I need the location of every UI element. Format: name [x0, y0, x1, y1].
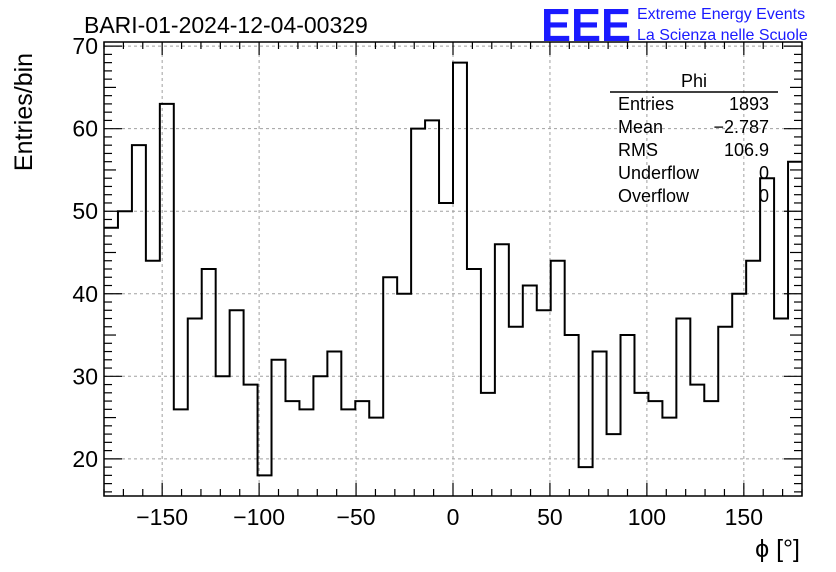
histogram-bin [132, 145, 146, 496]
y-tick-label: 60 [72, 116, 98, 142]
histogram-bin [355, 401, 369, 496]
axis-ticks [103, 42, 803, 496]
stats-row-value: 0 [759, 186, 769, 206]
histogram-bin [537, 310, 551, 496]
histogram-bin [634, 393, 648, 496]
histogram-bin [607, 434, 621, 496]
stats-row-label: Entries [618, 94, 674, 114]
histogram-bin [481, 393, 495, 496]
histogram-bin [104, 228, 118, 496]
stats-row-label: Mean [618, 117, 663, 137]
y-tick-label: 30 [72, 363, 98, 389]
y-axis-label: Entries/bin [10, 53, 38, 171]
histogram-bin [593, 352, 607, 496]
histogram-bin [369, 418, 383, 496]
histogram-bin [467, 269, 481, 496]
histogram-bin [621, 335, 635, 496]
stats-row-value: −2.787 [713, 117, 769, 137]
histogram-bin [551, 261, 565, 496]
histogram-bin [397, 294, 411, 496]
histogram-bin [662, 418, 676, 496]
histogram-bin [313, 376, 327, 496]
logo-line-1: Extreme Energy Events [637, 6, 805, 23]
histogram-bin [690, 385, 704, 496]
histogram-bin [788, 162, 802, 496]
stats-box-rows: Entries 1893 Mean −2.787 RMS 106.9 Underflow 0 O… [618, 94, 769, 206]
histogram-bin [285, 401, 299, 496]
x-tick-label: −150 [136, 504, 188, 530]
x-tick-label: 150 [725, 504, 763, 530]
x-tick-label: −100 [233, 504, 285, 530]
stats-row-label: RMS [618, 140, 658, 160]
logo-line-2: La Scienza nelle Scuole [637, 27, 808, 44]
histogram-bin [230, 310, 244, 496]
histogram-bin [732, 294, 746, 496]
y-tick-label: 70 [72, 33, 98, 59]
histogram-bin [146, 261, 160, 496]
histogram-bins [104, 63, 802, 496]
y-tick-label: 20 [72, 446, 98, 472]
histogram-bin [565, 335, 579, 496]
x-tick-label: 50 [537, 504, 563, 530]
histogram-bin [216, 376, 230, 496]
histogram-bin [579, 467, 593, 496]
stats-row-value: 106.9 [724, 140, 769, 160]
histogram-bin [746, 261, 760, 496]
histogram-bin [327, 352, 341, 496]
stats-row-value: 0 [759, 163, 769, 183]
histogram-bin [383, 277, 397, 496]
logo: EEE Extreme Energy Events La Scienza nel… [541, 0, 808, 51]
histogram-bin [411, 129, 425, 496]
x-tick-label: 0 [447, 504, 460, 530]
x-tick-label: 100 [628, 504, 666, 530]
stats-box-title: Phi [681, 71, 707, 91]
histogram-bin [299, 409, 313, 496]
histogram-bin [523, 286, 537, 496]
histogram-bin [704, 401, 718, 496]
x-tick-labels: −150 −100 −50 0 50 100 150 [136, 504, 763, 530]
histogram-bin [760, 178, 774, 496]
histogram-bin [718, 327, 732, 496]
histogram-bin [118, 211, 132, 496]
histogram-bin [425, 120, 439, 496]
histogram-bin [453, 63, 467, 496]
stats-box: Phi Entries 1893 Mean −2.787 RMS 106.9 Underfl… [610, 71, 778, 206]
chart-title: BARI-01-2024-12-04-00329 [84, 12, 368, 38]
histogram-bin [244, 385, 258, 496]
stats-row-value: 1893 [729, 94, 769, 114]
x-axis-label: ϕ [°] [755, 535, 800, 563]
histogram-bin [648, 401, 662, 496]
histogram-bin [509, 327, 523, 496]
logo-mark: EEE [541, 0, 631, 51]
histogram-bin [202, 269, 216, 496]
y-tick-labels: 20 30 40 50 60 70 [72, 33, 98, 472]
histogram-bin [774, 319, 788, 496]
y-tick-label: 50 [72, 198, 98, 224]
histogram-series-line [104, 61, 802, 477]
histogram-bin [174, 409, 188, 496]
y-tick-label: 40 [72, 281, 98, 307]
histogram-bin [341, 409, 355, 496]
stats-row-label: Overflow [618, 186, 690, 206]
histogram-bin [160, 104, 174, 496]
histogram-bin [439, 203, 453, 496]
stats-row-label: Underflow [618, 163, 700, 183]
histogram-bin [188, 319, 202, 496]
x-tick-label: −50 [337, 504, 376, 530]
histogram-bin [676, 319, 690, 496]
histogram-bin [272, 360, 286, 496]
histogram-bin [495, 244, 509, 496]
